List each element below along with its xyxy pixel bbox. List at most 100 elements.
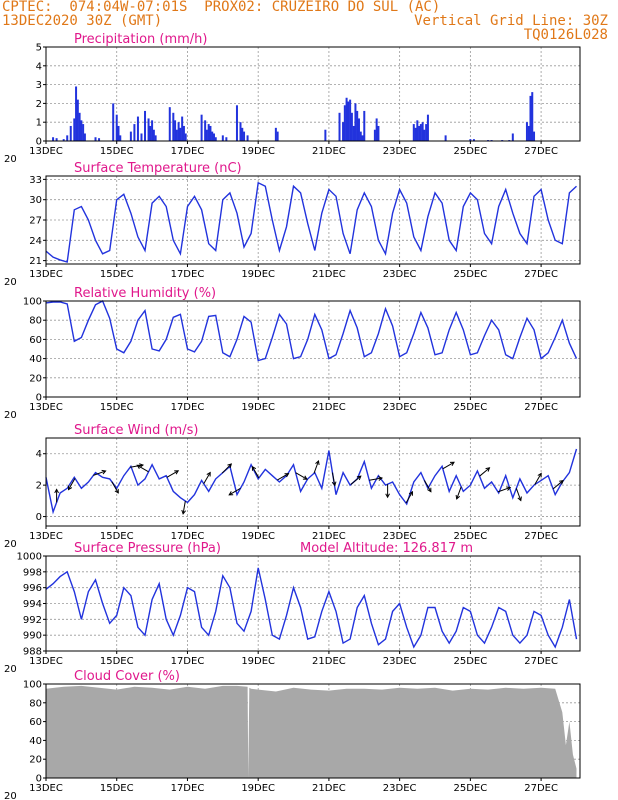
panel-humidity: 0 20 40 60 80 100 13DEC 15DEC 17DEC 19DEC 21DEC 23D… <box>4 286 581 421</box>
precip-bar <box>350 112 353 141</box>
precip-bar <box>117 125 120 141</box>
precip-bar <box>76 99 79 141</box>
x-tick-label: 19DEC <box>241 269 275 280</box>
precip-bar <box>414 127 417 141</box>
precip-bar <box>212 133 215 141</box>
y-tick-label: 40 <box>29 736 42 747</box>
y-tick-label: 0 <box>36 137 42 148</box>
wind-arrowhead <box>517 496 522 502</box>
precip-bar <box>80 120 83 141</box>
wind-arrowhead <box>385 493 390 499</box>
precip-bar <box>347 101 350 141</box>
precip-bar <box>324 129 327 141</box>
precip-bar <box>182 125 185 141</box>
x-tick-label: 19DEC <box>241 783 275 794</box>
precip-bar <box>52 137 55 141</box>
wind-arrowhead <box>174 470 180 475</box>
precip-bar <box>239 122 242 141</box>
wind-arrowhead <box>284 473 290 478</box>
x-tick-label: 17DEC <box>171 402 205 413</box>
precip-bar <box>357 118 360 141</box>
wind-arrowhead <box>356 475 362 481</box>
precip-bar <box>82 124 85 141</box>
x-tick-label: 25DEC <box>454 531 488 542</box>
pressure-line <box>45 567 578 649</box>
precip-bar <box>243 131 246 141</box>
x-tick-label: 17DEC <box>171 269 205 280</box>
y-tick-label: 0 <box>36 512 42 523</box>
wind-arrowhead <box>378 476 384 481</box>
precip-bar <box>352 125 355 141</box>
y-tick-label: 1000 <box>17 552 42 563</box>
wind-arrowhead <box>206 471 211 477</box>
wind-vector <box>277 473 289 481</box>
x-tick-label: 21DEC <box>312 531 346 542</box>
plot-frame <box>45 46 581 142</box>
wind-arrowhead <box>506 486 512 491</box>
wind-arrowhead <box>302 475 308 480</box>
panel-pressure: 988 990 992 994 996 998 1000 13DEC 15DEC 17DEC 19D… <box>4 541 581 675</box>
precip-bar <box>416 120 419 141</box>
x-tick-label: 27DEC <box>524 531 558 542</box>
precip-bar <box>209 125 212 141</box>
wind-vector <box>515 488 522 501</box>
x-tick-label: 15DEC <box>100 531 134 542</box>
wind-vector <box>497 486 511 493</box>
precip-bar <box>469 139 472 141</box>
precip-bar <box>66 135 69 141</box>
precip-bar <box>149 125 152 141</box>
precip-bar <box>147 118 150 141</box>
x-tick-label: 15DEC <box>100 656 134 667</box>
wind-vector <box>221 463 232 474</box>
precip-bar <box>361 135 364 141</box>
wind-arrowhead <box>67 485 73 491</box>
precip-bar <box>527 125 530 141</box>
wind-vector <box>405 491 413 504</box>
y-tick-label: 2 <box>36 99 42 110</box>
precip-bar <box>98 138 101 141</box>
precip-bar <box>221 135 224 141</box>
precip-bar <box>62 139 65 141</box>
precip-bar <box>274 127 277 141</box>
precip-bar <box>55 138 58 141</box>
y-tick-label: 3 <box>36 80 42 91</box>
wind-vector <box>182 500 186 514</box>
panel-title-precipitation: Precipitation (mm/h) <box>74 32 207 47</box>
x-tick-label: 15DEC <box>100 402 134 413</box>
precip-bar <box>78 112 81 141</box>
header: CPTEC: 074:04W-07:01S PROX02: CRUZEIRO D… <box>0 0 618 44</box>
y-tick-label: 33 <box>29 175 42 186</box>
x-tick-label: 13DEC <box>29 783 63 794</box>
x-tick-label: 23DEC <box>383 656 417 667</box>
precip-bar <box>235 105 238 141</box>
precip-bar <box>204 120 207 141</box>
precip-bar <box>349 99 352 141</box>
x-tick-label: 21DEC <box>312 269 346 280</box>
x-tick-label: 13DEC <box>29 269 63 280</box>
x-tick-label: 27DEC <box>524 783 558 794</box>
header-date: 13DEC2020 30Z (GMT) <box>2 13 163 29</box>
x-tick-label: 25DEC <box>454 269 488 280</box>
y-tick-label: 60 <box>29 717 42 728</box>
wind-vector <box>534 473 542 485</box>
y-tick-label: 80 <box>29 698 42 709</box>
wind-arrowhead <box>181 509 186 515</box>
wind-vector <box>93 470 106 476</box>
x-tick-label: 17DEC <box>171 146 205 157</box>
x-tick-label: 23DEC <box>383 146 417 157</box>
x-tick-label: 25DEC <box>454 656 488 667</box>
precip-bar <box>533 131 536 141</box>
panel-title-temperature: Surface Temperature (nC) <box>74 161 242 176</box>
y-tick-label: 1 <box>36 118 42 129</box>
precip-bar <box>115 114 118 141</box>
x-tick-label: 19DEC <box>241 402 275 413</box>
precip-bar <box>112 103 115 141</box>
x-tick-label: 23DEC <box>383 269 417 280</box>
x-tick-label: 21DEC <box>312 146 346 157</box>
y-tick-label: 21 <box>29 256 42 267</box>
wind-arrowhead <box>485 467 491 472</box>
wind-vector <box>203 472 211 484</box>
panel-title-cloud: Cloud Cover (%) <box>74 669 180 684</box>
precip-bar <box>140 133 143 141</box>
x-tick-label: 27DEC <box>524 656 558 667</box>
